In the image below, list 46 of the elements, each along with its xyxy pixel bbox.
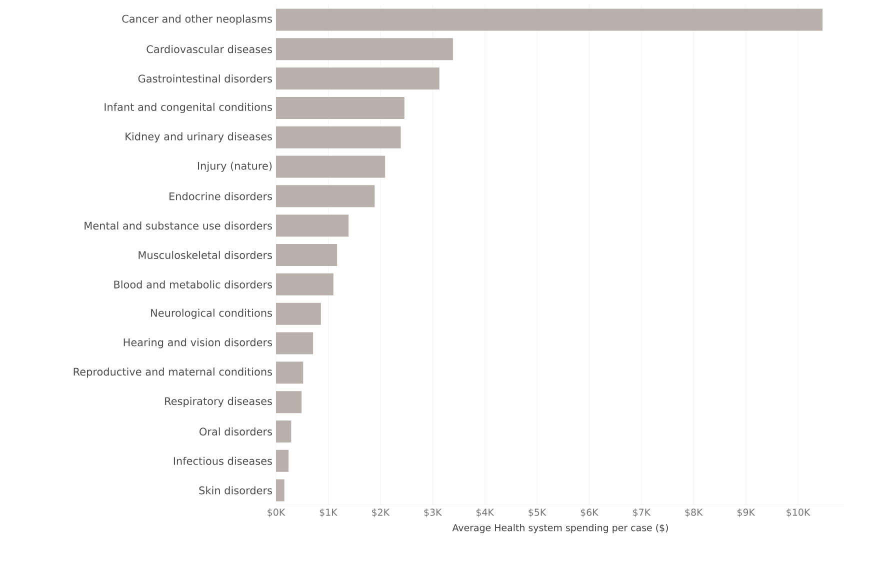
- y-tick-label: Respiratory diseases: [165, 397, 272, 408]
- bar: [276, 8, 823, 31]
- y-tick-label: Neurological conditions: [151, 308, 272, 319]
- x-tick-label: $2K: [372, 508, 390, 518]
- x-tick-label: $5K: [528, 508, 546, 518]
- x-tick-label: $0K: [268, 508, 286, 518]
- y-tick-label: Blood and metabolic disorders: [114, 280, 272, 288]
- x-tick-label: $7K: [633, 508, 651, 518]
- y-tick-label: Skin disorders: [199, 486, 272, 494]
- bar: [276, 185, 375, 208]
- bar: [276, 126, 401, 148]
- y-tick-label: Mental and substance use disorders: [84, 222, 272, 230]
- y-tick-label: Kidney and urinary diseases: [126, 132, 272, 142]
- bar: [276, 156, 386, 178]
- y-tick-label: Oral disorders: [200, 427, 272, 436]
- x-tick-label: $9K: [737, 508, 756, 518]
- y-tick-label: Cancer and other neoplasms: [122, 14, 272, 25]
- bar: [276, 273, 334, 296]
- x-tick-label: $1K: [320, 508, 338, 518]
- bar: [276, 332, 314, 354]
- bar: [276, 96, 404, 119]
- y-tick-label: Infant and congenital conditions: [104, 102, 272, 113]
- bar: [276, 302, 321, 325]
- y-tick-label: Endocrine disorders: [170, 192, 272, 200]
- bar: [276, 68, 440, 90]
- x-tick-label: $8K: [685, 508, 703, 518]
- y-tick-label: Infectious diseases: [174, 456, 272, 465]
- x-tick-label: $3K: [424, 508, 442, 518]
- bar: [276, 391, 302, 414]
- bar: [276, 450, 289, 472]
- bar: [276, 420, 292, 442]
- bar: [276, 479, 284, 502]
- y-tick-label: Gastrointestinal disorders: [138, 74, 272, 83]
- bar: [276, 38, 453, 60]
- x-tick-label: $4K: [476, 508, 494, 518]
- bar: [276, 244, 338, 266]
- y-tick-label: Reproductive and maternal conditions: [74, 368, 272, 378]
- x-axis-title: Average Health system spending per case ($): [452, 524, 668, 534]
- x-tick-label: $6K: [580, 508, 599, 518]
- y-tick-label: Injury (nature): [198, 162, 272, 172]
- y-tick-label: Musculoskeletal disorders: [138, 250, 272, 260]
- bar: [276, 362, 304, 384]
- y-tick-label: Cardiovascular diseases: [146, 45, 272, 54]
- bar: [276, 214, 349, 237]
- x-tick-label: $10K: [786, 508, 810, 518]
- y-tick-label: Hearing and vision disorders: [124, 338, 272, 348]
